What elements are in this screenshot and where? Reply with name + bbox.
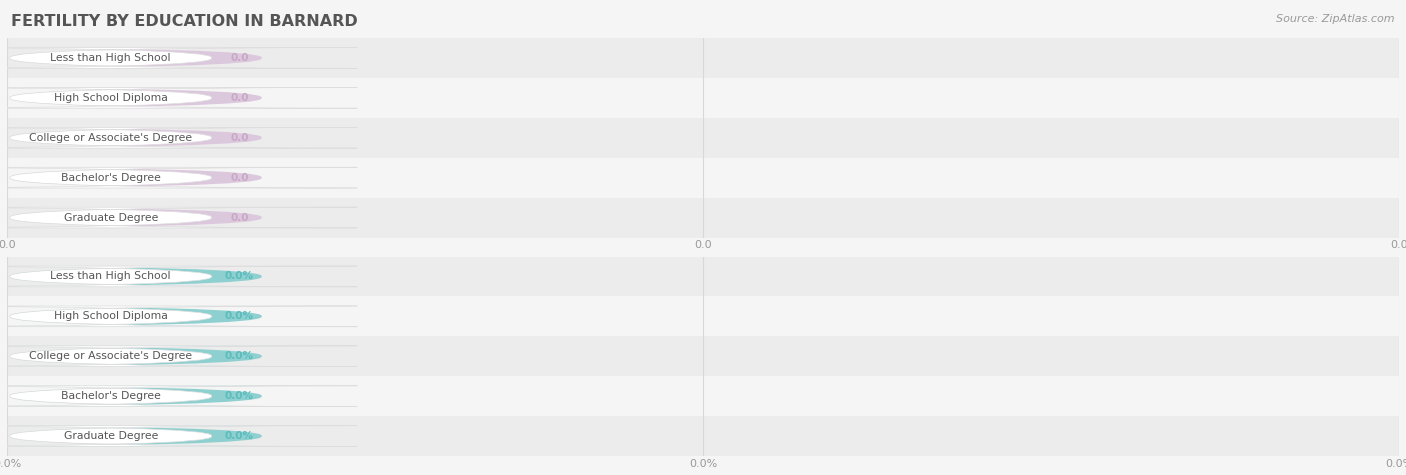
Text: Bachelor's Degree: Bachelor's Degree [60, 172, 160, 183]
Text: High School Diploma: High School Diploma [53, 93, 167, 103]
FancyBboxPatch shape [0, 266, 357, 287]
Text: Bachelor's Degree: Bachelor's Degree [60, 391, 160, 401]
FancyBboxPatch shape [0, 266, 357, 287]
Text: Less than High School: Less than High School [51, 271, 172, 282]
Bar [7, 78, 1399, 118]
FancyBboxPatch shape [0, 426, 357, 446]
Text: 0.0%: 0.0% [225, 351, 254, 361]
Text: 0.0: 0.0 [231, 133, 249, 143]
FancyBboxPatch shape [0, 207, 357, 228]
Text: College or Associate's Degree: College or Associate's Degree [30, 133, 193, 143]
Bar [7, 198, 1399, 238]
Text: 0.0: 0.0 [231, 172, 249, 183]
Text: 0.0%: 0.0% [225, 391, 254, 401]
Text: Source: ZipAtlas.com: Source: ZipAtlas.com [1277, 14, 1395, 24]
Bar [7, 38, 1399, 78]
Text: 0.0: 0.0 [231, 53, 249, 63]
Text: Graduate Degree: Graduate Degree [63, 431, 157, 441]
Text: 0.0: 0.0 [231, 93, 249, 103]
FancyBboxPatch shape [0, 127, 357, 148]
Text: 0.0%: 0.0% [225, 271, 254, 282]
FancyBboxPatch shape [0, 207, 357, 228]
FancyBboxPatch shape [0, 386, 357, 407]
FancyBboxPatch shape [0, 127, 357, 148]
Text: 0.0%: 0.0% [225, 311, 254, 322]
FancyBboxPatch shape [0, 306, 357, 327]
FancyBboxPatch shape [0, 426, 357, 446]
FancyBboxPatch shape [0, 87, 357, 108]
Bar [7, 118, 1399, 158]
FancyBboxPatch shape [0, 306, 357, 327]
Text: Graduate Degree: Graduate Degree [63, 212, 157, 223]
FancyBboxPatch shape [0, 386, 357, 407]
Text: 0.0%: 0.0% [225, 431, 254, 441]
Bar [7, 158, 1399, 198]
Bar [7, 336, 1399, 376]
Text: FERTILITY BY EDUCATION IN BARNARD: FERTILITY BY EDUCATION IN BARNARD [11, 14, 359, 29]
FancyBboxPatch shape [0, 48, 357, 68]
FancyBboxPatch shape [0, 48, 357, 68]
FancyBboxPatch shape [0, 346, 357, 367]
FancyBboxPatch shape [0, 167, 357, 188]
Bar [7, 376, 1399, 416]
FancyBboxPatch shape [0, 346, 357, 367]
Bar [7, 256, 1399, 296]
FancyBboxPatch shape [0, 167, 357, 188]
Text: 0.0: 0.0 [231, 212, 249, 223]
Bar [7, 296, 1399, 336]
Text: High School Diploma: High School Diploma [53, 311, 167, 322]
FancyBboxPatch shape [0, 87, 357, 108]
Text: Less than High School: Less than High School [51, 53, 172, 63]
Bar [7, 416, 1399, 456]
Text: College or Associate's Degree: College or Associate's Degree [30, 351, 193, 361]
